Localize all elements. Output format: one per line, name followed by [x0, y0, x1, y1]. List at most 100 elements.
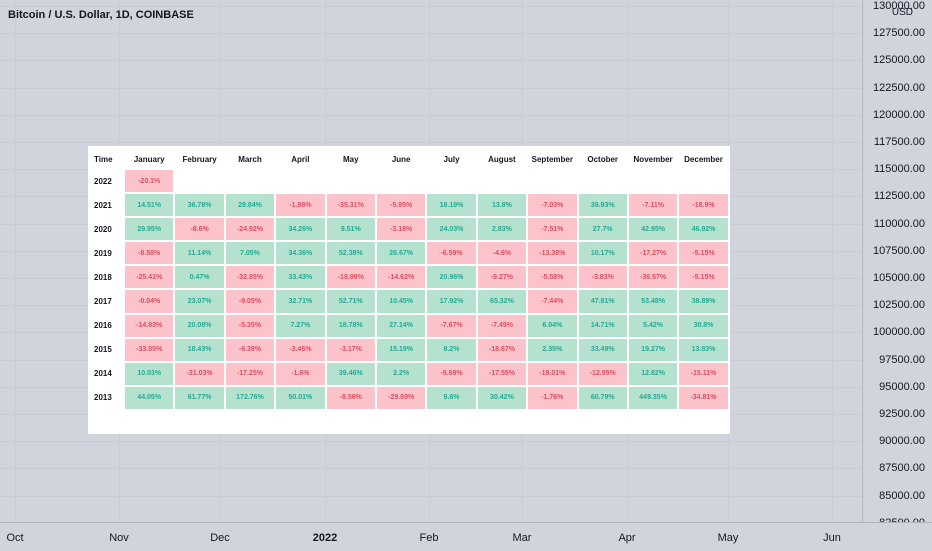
- return-cell: -13.38%: [528, 242, 577, 265]
- return-cell: [327, 170, 375, 192]
- return-cell: 60.79%: [578, 386, 627, 409]
- price-label: 107500.00: [873, 244, 925, 257]
- return-cell: [226, 170, 274, 192]
- return-cell: 23.07%: [175, 290, 224, 313]
- chart-area[interactable]: Bitcoin / U.S. Dollar, 1D, COINBASE Time…: [0, 0, 862, 524]
- year-label: 2021: [94, 200, 112, 210]
- return-cell: 2.35%: [528, 338, 577, 361]
- return-cell: -7.11%: [628, 194, 678, 217]
- price-label: 100000.00: [873, 326, 925, 339]
- return-cell: 39.46%: [326, 362, 375, 385]
- month-header: April: [291, 155, 310, 164]
- return-cell: 47.81%: [578, 290, 627, 313]
- return-cell: -3.17%: [326, 338, 375, 361]
- price-axis[interactable]: USD 130000.00 127500.00 125000.00 122500.00…: [862, 0, 932, 529]
- month-header: January: [133, 155, 165, 164]
- return-cell: -3.83%: [578, 266, 627, 289]
- return-cell: -5.35%: [225, 314, 275, 337]
- return-cell: 7.05%: [225, 242, 275, 265]
- return-cell: -9.05%: [225, 290, 275, 313]
- return-cell: 38.89%: [679, 290, 728, 313]
- return-cell: 61.77%: [175, 386, 224, 409]
- price-label: 115000.00: [873, 163, 925, 176]
- time-axis[interactable]: Oct Nov Dec 2022 Feb Mar Apr May Jun: [0, 522, 932, 551]
- time-label: 2022: [312, 532, 338, 544]
- return-cell: 50.01%: [276, 386, 325, 409]
- return-cell: 10.17%: [578, 242, 627, 265]
- return-cell: -14.83%: [125, 314, 174, 337]
- return-cell: 449.35%: [628, 386, 678, 409]
- seasonality-grid: Time January February March April May June July…: [94, 150, 729, 410]
- grid-line-horizontal: [0, 495, 862, 497]
- return-cell: 34.36%: [276, 242, 325, 265]
- price-label: 122500.00: [873, 81, 925, 94]
- grid-line-horizontal: [0, 114, 862, 116]
- return-cell: -35.31%: [326, 194, 375, 217]
- return-cell: 65.32%: [477, 290, 527, 313]
- return-cell: -17.25%: [225, 362, 275, 385]
- return-cell: 15.19%: [376, 338, 426, 361]
- grid-line-horizontal: [0, 6, 862, 7]
- price-label: 102500.00: [873, 299, 925, 312]
- time-label: Nov: [109, 532, 129, 544]
- grid-line-horizontal: [0, 33, 862, 35]
- return-cell: 52.71%: [326, 290, 375, 313]
- return-cell: -7.44%: [528, 290, 577, 313]
- return-cell: -19.01%: [528, 362, 577, 385]
- return-cell: -31.03%: [175, 362, 224, 385]
- return-cell: -18.9%: [679, 194, 728, 217]
- return-cell: 0.47%: [175, 266, 224, 289]
- grid-line-horizontal: [0, 87, 862, 89]
- seasonality-table: Time January February March April May June July…: [88, 146, 730, 434]
- return-cell: [427, 170, 475, 192]
- return-cell: 52.38%: [326, 242, 375, 265]
- month-header: July: [443, 155, 460, 164]
- return-cell: -7.49%: [477, 314, 527, 337]
- return-cell: -15.11%: [679, 362, 728, 385]
- return-cell: 10.03%: [125, 362, 174, 385]
- chart-title: Bitcoin / U.S. Dollar, 1D, COINBASE: [8, 9, 194, 21]
- return-cell: [579, 170, 627, 192]
- year-label: 2016: [94, 321, 112, 331]
- return-cell: -5.58%: [528, 266, 577, 289]
- return-cell: 39.93%: [578, 194, 627, 217]
- return-cell: 30.42%: [477, 386, 527, 409]
- return-cell: 14.51%: [125, 194, 174, 217]
- year-label: 2014: [94, 369, 112, 379]
- return-cell: -5.15%: [679, 266, 728, 289]
- price-label: 125000.00: [873, 54, 925, 67]
- price-label: 97500.00: [879, 353, 925, 366]
- return-cell: 24.03%: [427, 218, 476, 241]
- time-label: Dec: [210, 532, 230, 544]
- return-cell: 20.08%: [175, 314, 224, 337]
- return-cell: 18.78%: [326, 314, 375, 337]
- time-header: Time: [94, 155, 113, 164]
- month-header: September: [531, 155, 573, 164]
- return-cell: 34.26%: [276, 218, 325, 241]
- return-cell: -7.67%: [427, 314, 476, 337]
- return-cell: -25.41%: [125, 266, 174, 289]
- return-cell: 9.51%: [326, 218, 375, 241]
- return-cell: 13.83%: [679, 338, 728, 361]
- return-cell: 13.8%: [477, 194, 527, 217]
- return-cell: -6.59%: [427, 242, 476, 265]
- return-cell: [377, 170, 425, 192]
- grid-line-vertical: [832, 0, 833, 522]
- return-cell: 29.84%: [225, 194, 275, 217]
- return-cell: -3.46%: [276, 338, 325, 361]
- price-label: 120000.00: [873, 108, 925, 121]
- return-cell: 27.14%: [376, 314, 426, 337]
- year-label: 2019: [94, 248, 112, 258]
- return-cell: -14.62%: [376, 266, 426, 289]
- return-cell: 30.8%: [679, 314, 728, 337]
- return-cell: -5.15%: [679, 242, 728, 265]
- price-label: 95000.00: [879, 380, 925, 393]
- return-cell: -9.69%: [427, 362, 476, 385]
- price-label: 105000.00: [873, 272, 925, 284]
- return-cell: 9.6%: [427, 386, 476, 409]
- return-cell: -17.27%: [628, 242, 678, 265]
- return-cell: 18.43%: [175, 338, 224, 361]
- price-label: 130000.00: [873, 0, 925, 12]
- month-header: March: [238, 155, 262, 164]
- return-cell: 27.7%: [578, 218, 627, 241]
